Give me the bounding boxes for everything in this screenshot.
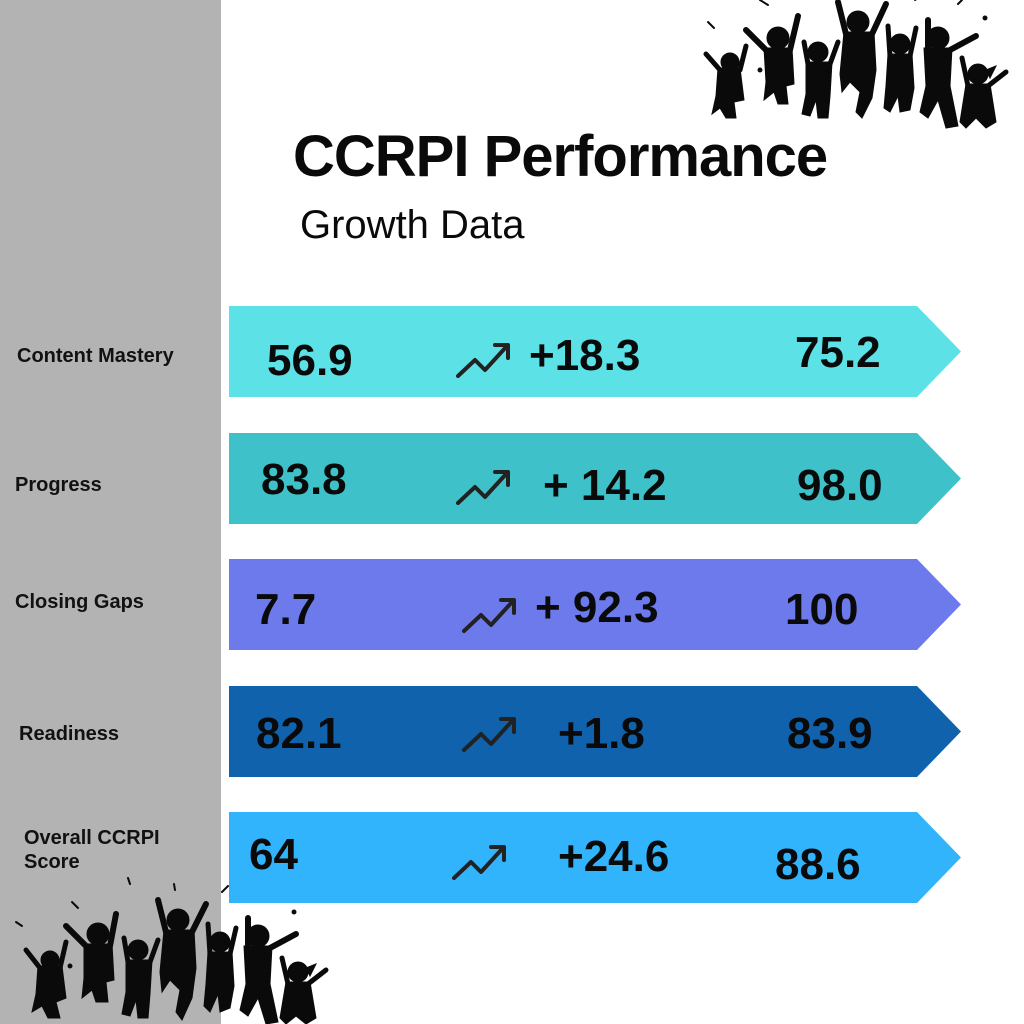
row-label-progress: Progress (15, 474, 102, 496)
jumping-kids-silhouette-icon (703, 0, 1009, 129)
trending-up-icon (456, 470, 510, 505)
start-value: 56.9 (267, 336, 353, 385)
change-value: +24.6 (558, 832, 670, 881)
trending-up-icon (462, 598, 516, 633)
change-value: +1.8 (558, 709, 645, 758)
row-arrow-overall-ccrpi-score: 64 +24.6 88.6 (229, 812, 961, 903)
start-value: 7.7 (255, 585, 317, 634)
end-value: 88.6 (775, 840, 861, 889)
row-arrow-closing-gaps: 7.7 + 92.3 100 (229, 559, 961, 650)
row-label-readiness: Readiness (19, 723, 120, 745)
row-label-content-mastery: Content Mastery (17, 345, 174, 367)
start-value: 64 (249, 830, 298, 879)
change-value: + 92.3 (535, 583, 659, 632)
start-value: 83.8 (261, 455, 347, 504)
page-title: CCRPI Performance (293, 124, 828, 189)
row-arrow-progress: 83.8 + 14.2 98.0 (229, 433, 961, 524)
change-value: + 14.2 (543, 461, 667, 510)
jumping-kids-silhouette-icon (15, 877, 329, 1024)
row-arrow-readiness: 82.1 +1.8 83.9 (229, 686, 961, 777)
trending-up-icon (452, 845, 506, 880)
page-subtitle: Growth Data (300, 203, 525, 247)
trending-up-icon (456, 343, 510, 378)
end-value: 83.9 (787, 709, 873, 758)
end-value: 98.0 (797, 461, 883, 510)
change-value: +18.3 (529, 331, 641, 380)
trending-up-icon (462, 717, 516, 752)
start-value: 82.1 (256, 709, 342, 758)
end-value: 75.2 (795, 328, 881, 377)
row-label-closing-gaps: Closing Gaps (15, 591, 144, 613)
row-label-overall-ccrpi-score: Overall CCRPI Score (24, 827, 160, 873)
sidebar-panel (0, 0, 221, 1024)
row-arrow-content-mastery: 56.9 +18.3 75.2 (229, 306, 961, 397)
end-value: 100 (785, 585, 859, 634)
